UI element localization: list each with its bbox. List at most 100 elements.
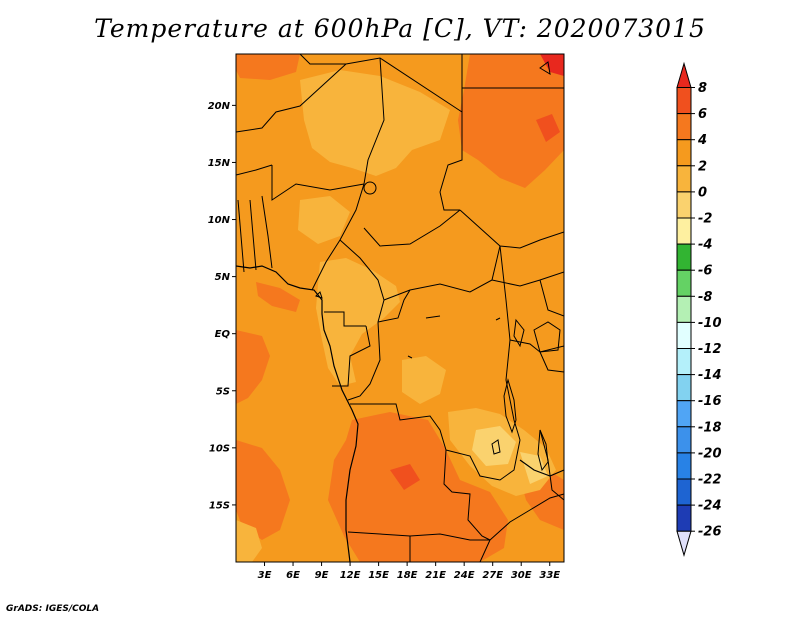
colorbar-label: -2 <box>698 212 712 227</box>
colorbar-label: 6 <box>698 107 707 122</box>
colorbar-label: 2 <box>698 159 707 174</box>
field-6-to-8-angola <box>390 464 420 490</box>
lat-tick-label: 10N <box>208 215 231 226</box>
colorbar-label: -8 <box>698 290 712 305</box>
colorbar-box <box>676 321 692 349</box>
lake-malawi <box>537 429 549 472</box>
border-eq-guinea-gabon <box>324 311 366 327</box>
field-4-to-6-north <box>236 54 300 80</box>
field-0-to-2-central <box>316 258 400 386</box>
border-car-drc <box>383 245 501 301</box>
field-0-to-2-chad <box>298 196 350 244</box>
border-sudan-ssudan <box>459 209 564 249</box>
colorbar-label: 4 <box>697 133 707 148</box>
colorbar-label: -26 <box>698 525 722 540</box>
lon-tick-label: 15E <box>368 570 389 581</box>
lon-tick-label: 33E <box>539 570 560 581</box>
colorbar-box <box>676 243 692 271</box>
border-burkina-benin <box>236 164 273 176</box>
lake-chad <box>363 181 377 195</box>
colorbar-box <box>676 348 692 376</box>
colorbar-label: -24 <box>698 499 722 514</box>
coastline-east-africa <box>519 459 564 477</box>
border-ghana-togo <box>237 199 245 273</box>
border-drc-zambia <box>445 439 521 481</box>
border-niger-chad <box>363 57 385 185</box>
border-angola-namibia <box>347 531 490 541</box>
lat-tick-label: 5S <box>216 386 230 397</box>
lat-tick-label: 15S <box>209 500 230 511</box>
field-0-to-2-sahara <box>300 70 450 176</box>
lon-tick-label: 24E <box>454 570 475 581</box>
colorbar-box <box>676 87 692 115</box>
border-zambia-zimbabwe <box>489 493 564 541</box>
field-4-to-6-southwest <box>236 440 290 540</box>
lat-tick-label: 5N <box>215 272 231 283</box>
bioko-island <box>315 291 323 299</box>
lon-tick-label: 3E <box>258 570 272 581</box>
field-6-to-8-east <box>536 114 560 142</box>
colorbar-over-triangle <box>676 61 692 88</box>
lon-tick-label: 21E <box>425 570 446 581</box>
country-boundaries <box>236 54 564 562</box>
lake-victoria <box>533 321 561 353</box>
field-6-to-8-northeast-corner <box>540 54 564 76</box>
colorbar-label: -10 <box>698 316 722 331</box>
colorbar-box <box>676 191 692 219</box>
colorbar-box <box>676 269 692 297</box>
border-algeria-libya <box>299 54 346 65</box>
colorbar-box <box>676 165 692 193</box>
border-mali-niger <box>236 63 347 133</box>
lat-tick-label: 20N <box>208 101 231 112</box>
border-drc-angola-north <box>350 403 447 451</box>
border-angola-zambia <box>443 449 491 541</box>
border-benin-nigeria <box>261 195 273 269</box>
lon-tick-label: 27E <box>482 570 503 581</box>
border-togo-benin <box>249 199 257 271</box>
colorbar-box <box>676 295 692 323</box>
colorbar-label: -16 <box>698 394 722 409</box>
border-rwanda-burundi <box>509 339 564 353</box>
border-mozambique-malawi <box>539 429 564 501</box>
colorbar-label: -4 <box>698 238 712 253</box>
lake-tanganyika <box>503 378 517 434</box>
colorbar: 8 6 4 2 0 -2 -4 -6 -8 -10 -12 -14 -16 -18 -20 -22 -24 -26 <box>676 61 722 557</box>
lat-tick-label: 10S <box>209 443 230 454</box>
congo-river-inlet <box>407 315 501 359</box>
colorbar-box <box>676 374 692 402</box>
grads-credit: GrADS: IGES/COLA <box>6 604 100 614</box>
border-libya-egypt-sudan <box>439 54 463 193</box>
lat-tick-label: 15N <box>208 158 231 169</box>
border-uganda-kenya <box>539 279 564 317</box>
colorbar-label: 0 <box>698 185 707 200</box>
border-gabon-congo <box>332 325 371 387</box>
colorbar-under-triangle <box>676 530 692 557</box>
border-congo-drc <box>347 289 411 401</box>
border-chad-car <box>363 209 461 247</box>
colorbar-box <box>676 478 692 506</box>
lake-albert <box>513 318 525 348</box>
field-4-to-6-atlantic <box>236 330 270 404</box>
border-chad-sudan <box>439 191 460 211</box>
border-cameroon-car <box>339 239 385 323</box>
lon-tick-label: 18E <box>397 570 418 581</box>
lake-mweru <box>491 439 501 455</box>
border-ssudan-uganda <box>491 271 564 287</box>
border-niger-nigeria <box>271 165 365 201</box>
field-4-to-6-gulf <box>256 282 300 312</box>
field-minus2-to-0-lakes <box>472 426 516 466</box>
chart-title: Temperature at 600hPa [C], VT: 202007301… <box>94 14 706 43</box>
map-frame <box>235 53 565 563</box>
lon-tick-label: 12E <box>340 570 361 581</box>
colorbar-box <box>676 217 692 245</box>
nile-delta <box>539 61 551 75</box>
coastline-west-africa <box>236 265 359 562</box>
colorbar-box <box>676 139 692 167</box>
lon-tick-label: 30E <box>511 570 532 581</box>
colorbar-label: -22 <box>698 473 722 488</box>
field-minus2-to-0-south <box>520 452 548 484</box>
lat-tick-label: EQ <box>215 329 231 340</box>
field-4-to-6-angola <box>328 412 508 562</box>
colorbar-label: -18 <box>698 420 722 435</box>
